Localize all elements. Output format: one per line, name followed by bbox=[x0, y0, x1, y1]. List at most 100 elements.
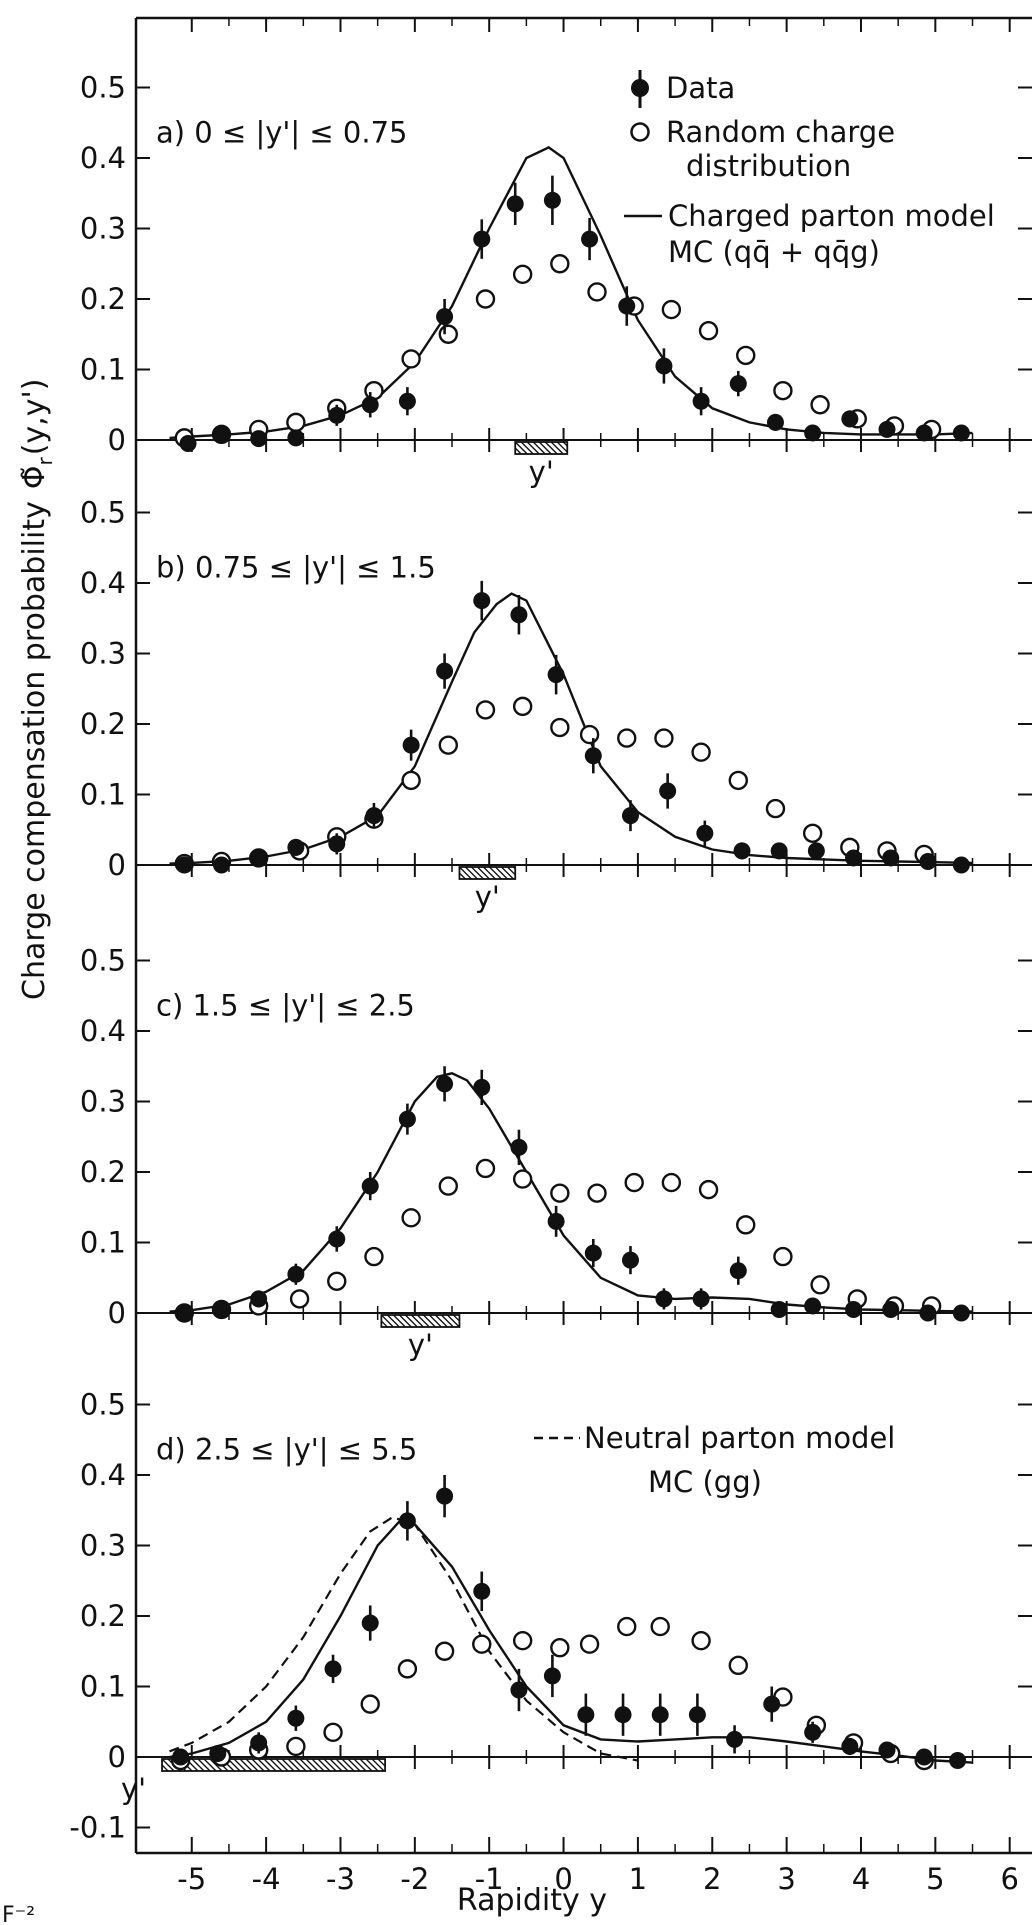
yprime-hatch bbox=[281, 1758, 295, 1772]
svg-text:Charge compensation probabilit: Charge compensation probability Φ̃r(y,y') bbox=[17, 379, 57, 1000]
data-point bbox=[436, 308, 454, 326]
random-charge-point bbox=[802, 823, 823, 843]
yprime-hatch bbox=[335, 1758, 349, 1772]
yprime-hatch bbox=[512, 866, 516, 870]
data-point bbox=[659, 782, 677, 800]
x-tick-label: -2 bbox=[400, 1862, 429, 1896]
data-point bbox=[287, 1265, 305, 1283]
y-axis-title-subscript: r bbox=[33, 457, 57, 466]
x-tick-label: 3 bbox=[777, 1862, 795, 1896]
yprime-label: y' bbox=[408, 1328, 433, 1362]
axes-frame: -5 -4 -3 -2 -1 0 1 2 3 4 5 6 bbox=[134, 16, 1032, 1896]
yprime-hatch bbox=[365, 1758, 379, 1772]
data-point bbox=[919, 1304, 937, 1322]
yprime-hatch bbox=[341, 1758, 355, 1772]
data-point bbox=[172, 1748, 190, 1766]
yprime-hatch bbox=[562, 441, 568, 447]
data-point bbox=[726, 1730, 744, 1748]
data-point bbox=[952, 424, 970, 442]
y-tick-label: 0 bbox=[108, 1296, 126, 1330]
data-point bbox=[952, 1304, 970, 1322]
legend-neutral-label-line1: Neutral parton model bbox=[584, 1421, 895, 1455]
random-charge-point bbox=[765, 798, 786, 819]
panel-d: 0 0.1 0.2 0.3 0.4 0.5 -0.1 d) 2.5 ≤ |y'| ≤ 5.5 y… bbox=[69, 1388, 1032, 1845]
data-point bbox=[510, 1138, 528, 1156]
data-point bbox=[175, 856, 193, 874]
data-point bbox=[915, 424, 933, 442]
data-point bbox=[577, 1706, 595, 1724]
random-charge-point bbox=[475, 700, 496, 720]
yprime-hatch bbox=[538, 441, 552, 455]
random-charge-point bbox=[650, 1616, 670, 1637]
y-tick-label: 0 bbox=[108, 1740, 126, 1774]
yprime-hatch bbox=[203, 1758, 217, 1772]
data-point bbox=[804, 1723, 822, 1741]
y-tick-label: 0.3 bbox=[80, 1529, 126, 1563]
random-charge-point bbox=[438, 324, 458, 344]
random-charge-point bbox=[624, 1172, 644, 1193]
data-point bbox=[655, 1290, 673, 1308]
panel-b: 0 0.1 0.2 0.3 0.4 0.5 b) 0.75 ≤ |y'| ≤ 1.5 y' bbox=[80, 496, 1032, 914]
data-point bbox=[878, 420, 896, 438]
legend-data-marker bbox=[631, 79, 649, 97]
y-tick-label: 0.1 bbox=[80, 778, 126, 812]
data-point bbox=[547, 666, 565, 684]
data-point bbox=[766, 413, 784, 431]
charged-parton-model-curve bbox=[169, 1519, 973, 1764]
x-tick-label: -4 bbox=[252, 1862, 281, 1896]
data-point bbox=[688, 1706, 706, 1724]
random-charge-point bbox=[472, 1634, 492, 1654]
random-charge-point bbox=[438, 1176, 458, 1196]
y-tick-label: 0.4 bbox=[80, 1014, 126, 1048]
data-point bbox=[845, 1300, 863, 1318]
random-charge-point bbox=[579, 724, 600, 745]
data-point bbox=[770, 1300, 788, 1318]
y-tick-label: 0.4 bbox=[80, 141, 126, 175]
data-point bbox=[614, 1706, 632, 1724]
random-charge-point bbox=[512, 1169, 533, 1189]
random-charge-point bbox=[512, 264, 533, 285]
data-point bbox=[655, 357, 673, 375]
data-point bbox=[581, 230, 599, 248]
y-tick-label: 0.4 bbox=[80, 1458, 126, 1492]
random-charge-point bbox=[364, 1246, 384, 1267]
data-point bbox=[763, 1695, 781, 1713]
yprime-hatch bbox=[329, 1758, 343, 1772]
x-axis-title: Rapidity y bbox=[457, 1883, 607, 1918]
yprime-hatch bbox=[197, 1758, 211, 1772]
random-charge-point bbox=[286, 1736, 306, 1757]
data-point bbox=[361, 396, 379, 414]
yprime-hatch bbox=[520, 441, 534, 455]
random-charge-point bbox=[550, 1638, 570, 1658]
yprime-hatch bbox=[191, 1758, 205, 1772]
yprime-hatch bbox=[233, 1758, 247, 1772]
data-point bbox=[915, 1748, 933, 1766]
y-tick-label: 0.2 bbox=[80, 1155, 126, 1189]
yprime-hatch bbox=[458, 872, 466, 880]
x-tick-label: -5 bbox=[177, 1862, 206, 1896]
random-charge-point bbox=[617, 1616, 637, 1637]
y-tick-label: 0.5 bbox=[80, 944, 126, 978]
data-point bbox=[398, 1110, 416, 1128]
y-axis-title: Charge compensation probability Φ̃r(y,y') bbox=[17, 379, 57, 1000]
yprime-hatch bbox=[458, 866, 472, 880]
data-point bbox=[328, 1230, 346, 1248]
y-axis-title-symbol: Φ̃ bbox=[17, 466, 52, 490]
yprime-hatch bbox=[293, 1758, 307, 1772]
random-charge-point bbox=[323, 1722, 343, 1743]
panel-label: a) 0 ≤ |y'| ≤ 0.75 bbox=[156, 116, 407, 150]
data-point bbox=[949, 1752, 967, 1770]
yprime-hatch bbox=[428, 1314, 442, 1328]
y-tick-label: 0.1 bbox=[80, 1670, 126, 1704]
data-point bbox=[543, 1667, 561, 1685]
random-charge-point bbox=[773, 1246, 793, 1267]
data-point bbox=[696, 824, 714, 842]
random-charge-point bbox=[579, 1634, 600, 1654]
yprime-hatch bbox=[434, 1314, 448, 1328]
random-charge-point bbox=[691, 1630, 711, 1651]
yprime-hatch bbox=[323, 1758, 337, 1772]
yprime-hatch bbox=[275, 1758, 289, 1772]
yprime-hatch bbox=[556, 441, 568, 453]
data-point bbox=[919, 852, 937, 870]
y-tick-label: 0.1 bbox=[80, 1226, 126, 1260]
